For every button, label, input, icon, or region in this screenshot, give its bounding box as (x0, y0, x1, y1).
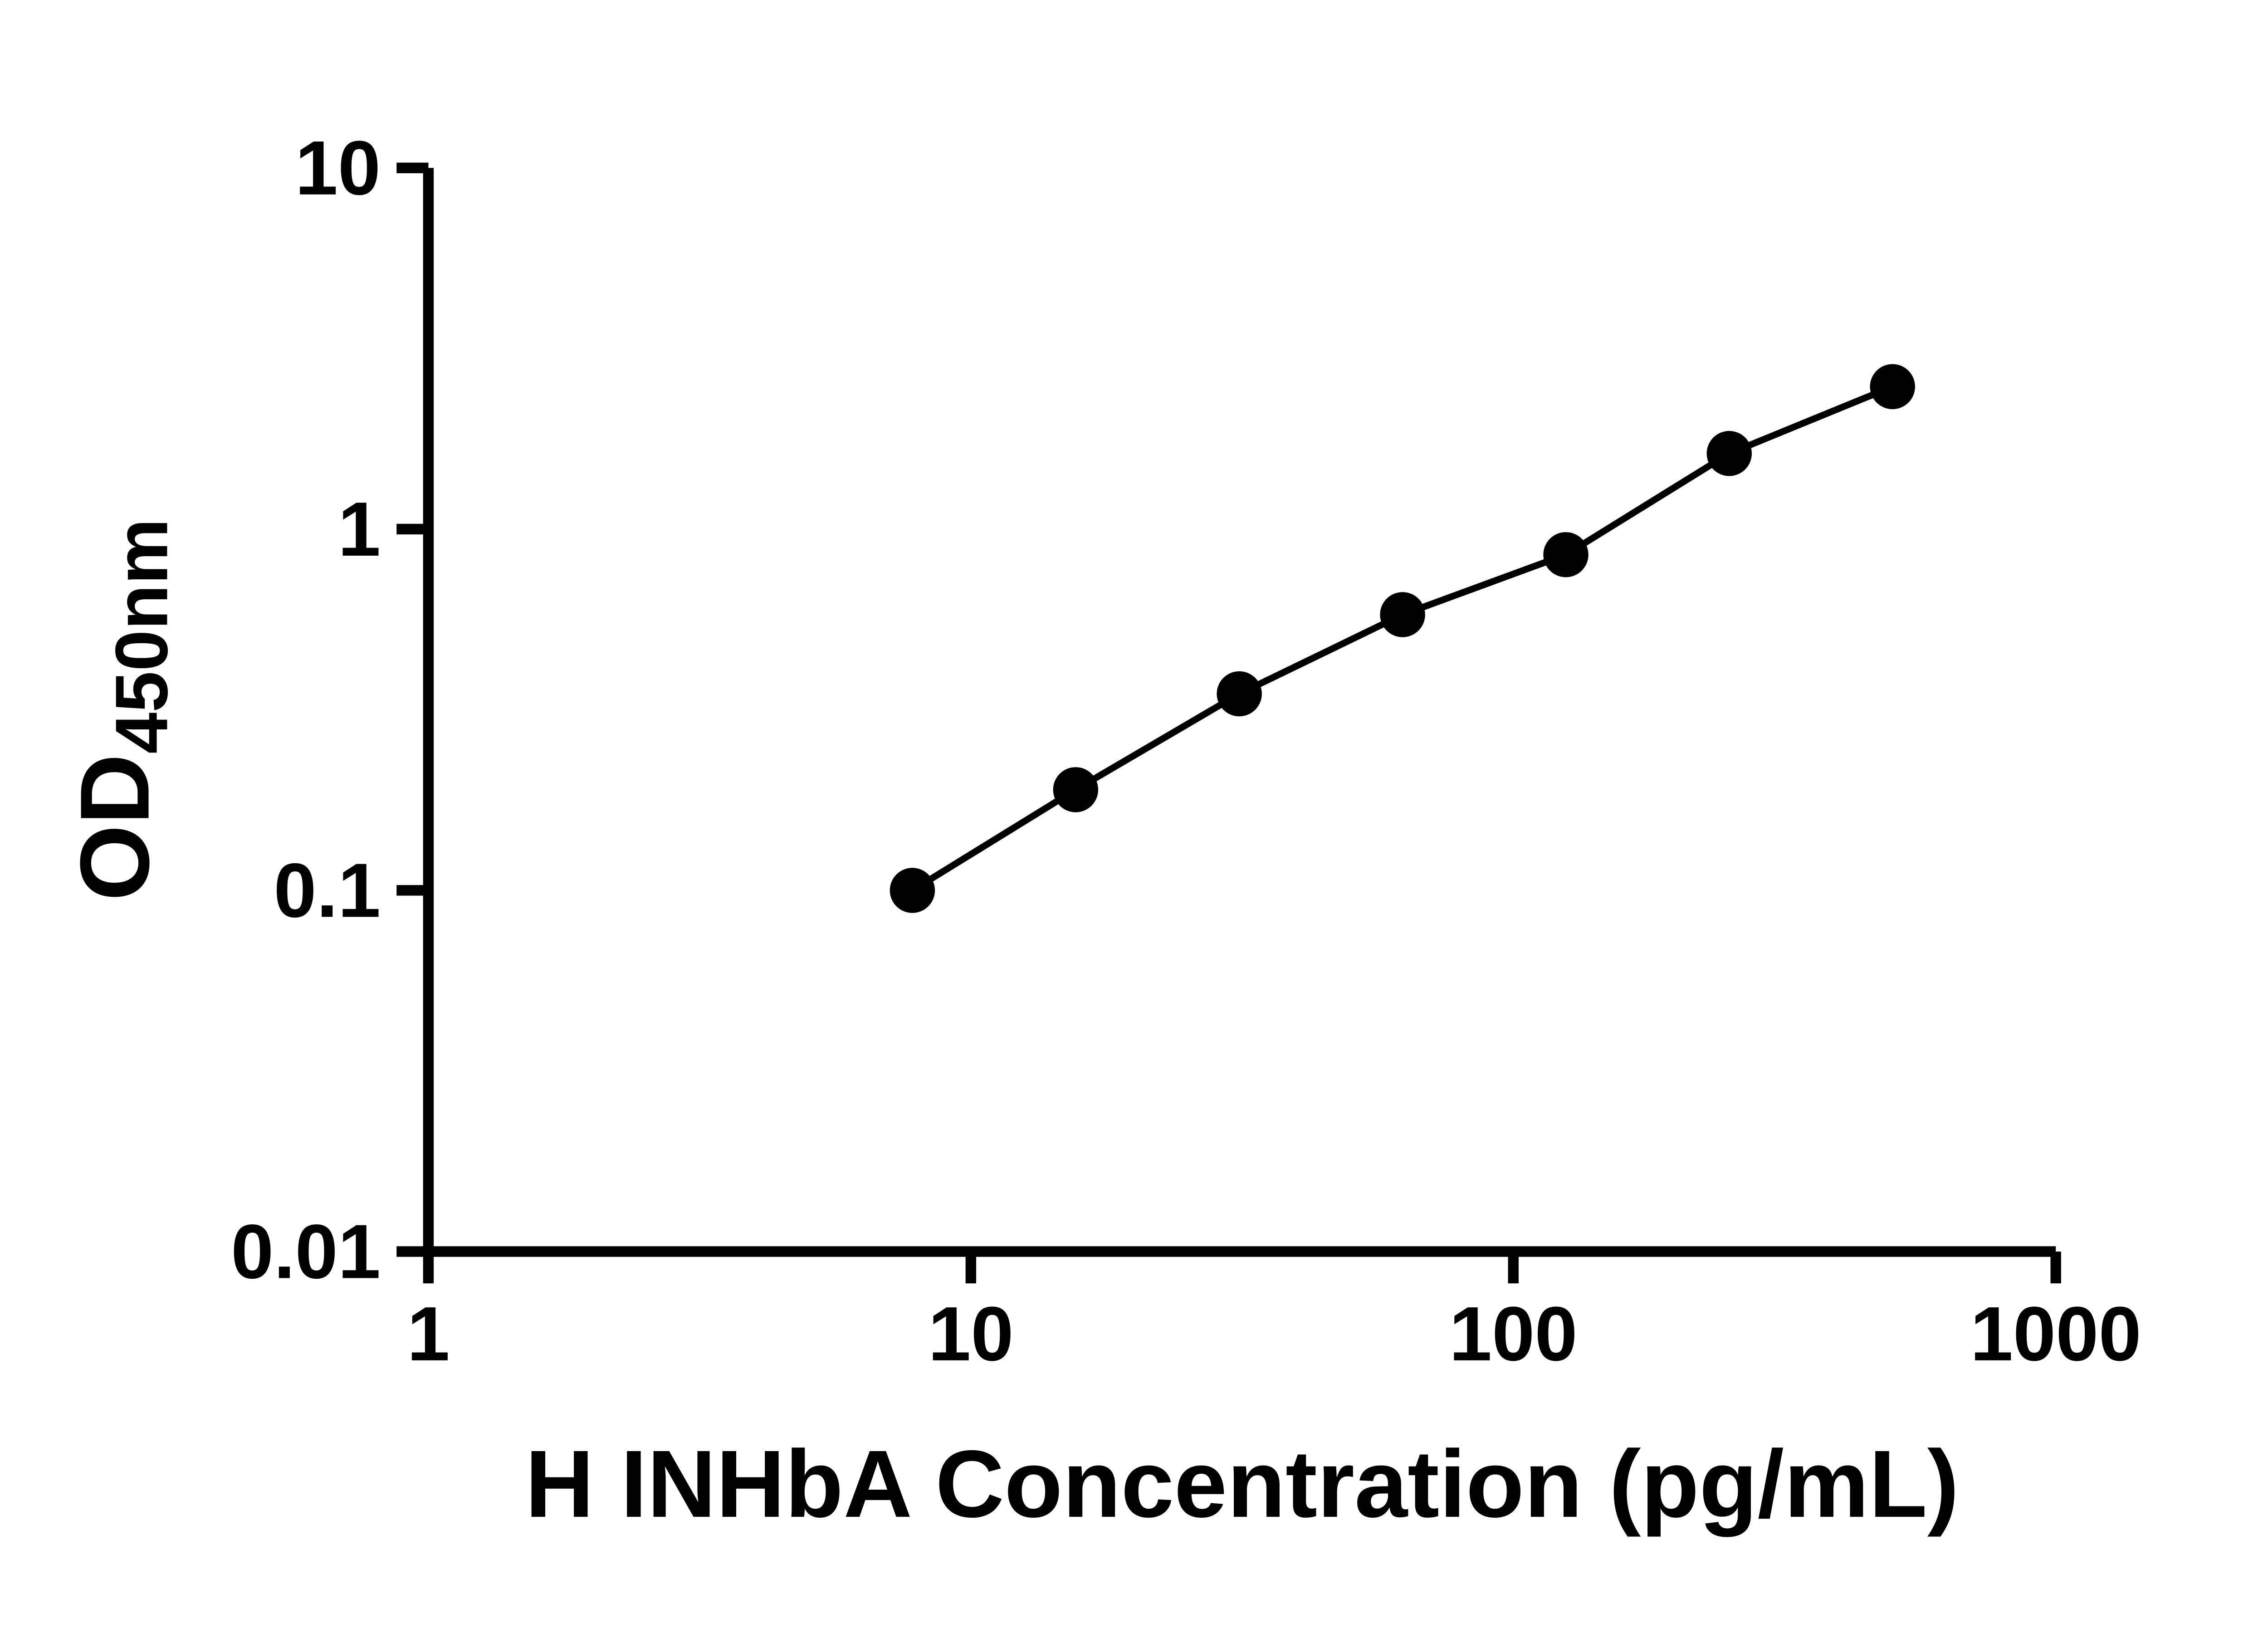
y-axis-title-subscript: 450nm (100, 518, 183, 754)
x-tick-label: 1 (407, 1291, 450, 1377)
data-point (1543, 532, 1589, 577)
y-tick-label: 10 (295, 125, 381, 211)
x-tick-label: 10 (928, 1291, 1014, 1377)
data-point (890, 868, 935, 913)
y-tick-label: 0.1 (274, 847, 381, 933)
x-axis-title: H INHbA Concentration (pg/mL) (525, 1430, 1959, 1537)
x-tick-label: 1000 (1970, 1291, 2141, 1377)
data-point (1870, 364, 1915, 410)
data-point (1217, 671, 1262, 717)
y-tick-label: 1 (338, 486, 381, 572)
data-point (1053, 767, 1099, 812)
x-tick-label: 100 (1449, 1291, 1578, 1377)
data-point (1706, 430, 1752, 476)
data-point (1380, 592, 1425, 637)
y-axis-title: OD450nm (59, 518, 183, 901)
y-tick-label: 0.01 (231, 1208, 381, 1295)
y-axis-title-base: OD (59, 754, 169, 901)
